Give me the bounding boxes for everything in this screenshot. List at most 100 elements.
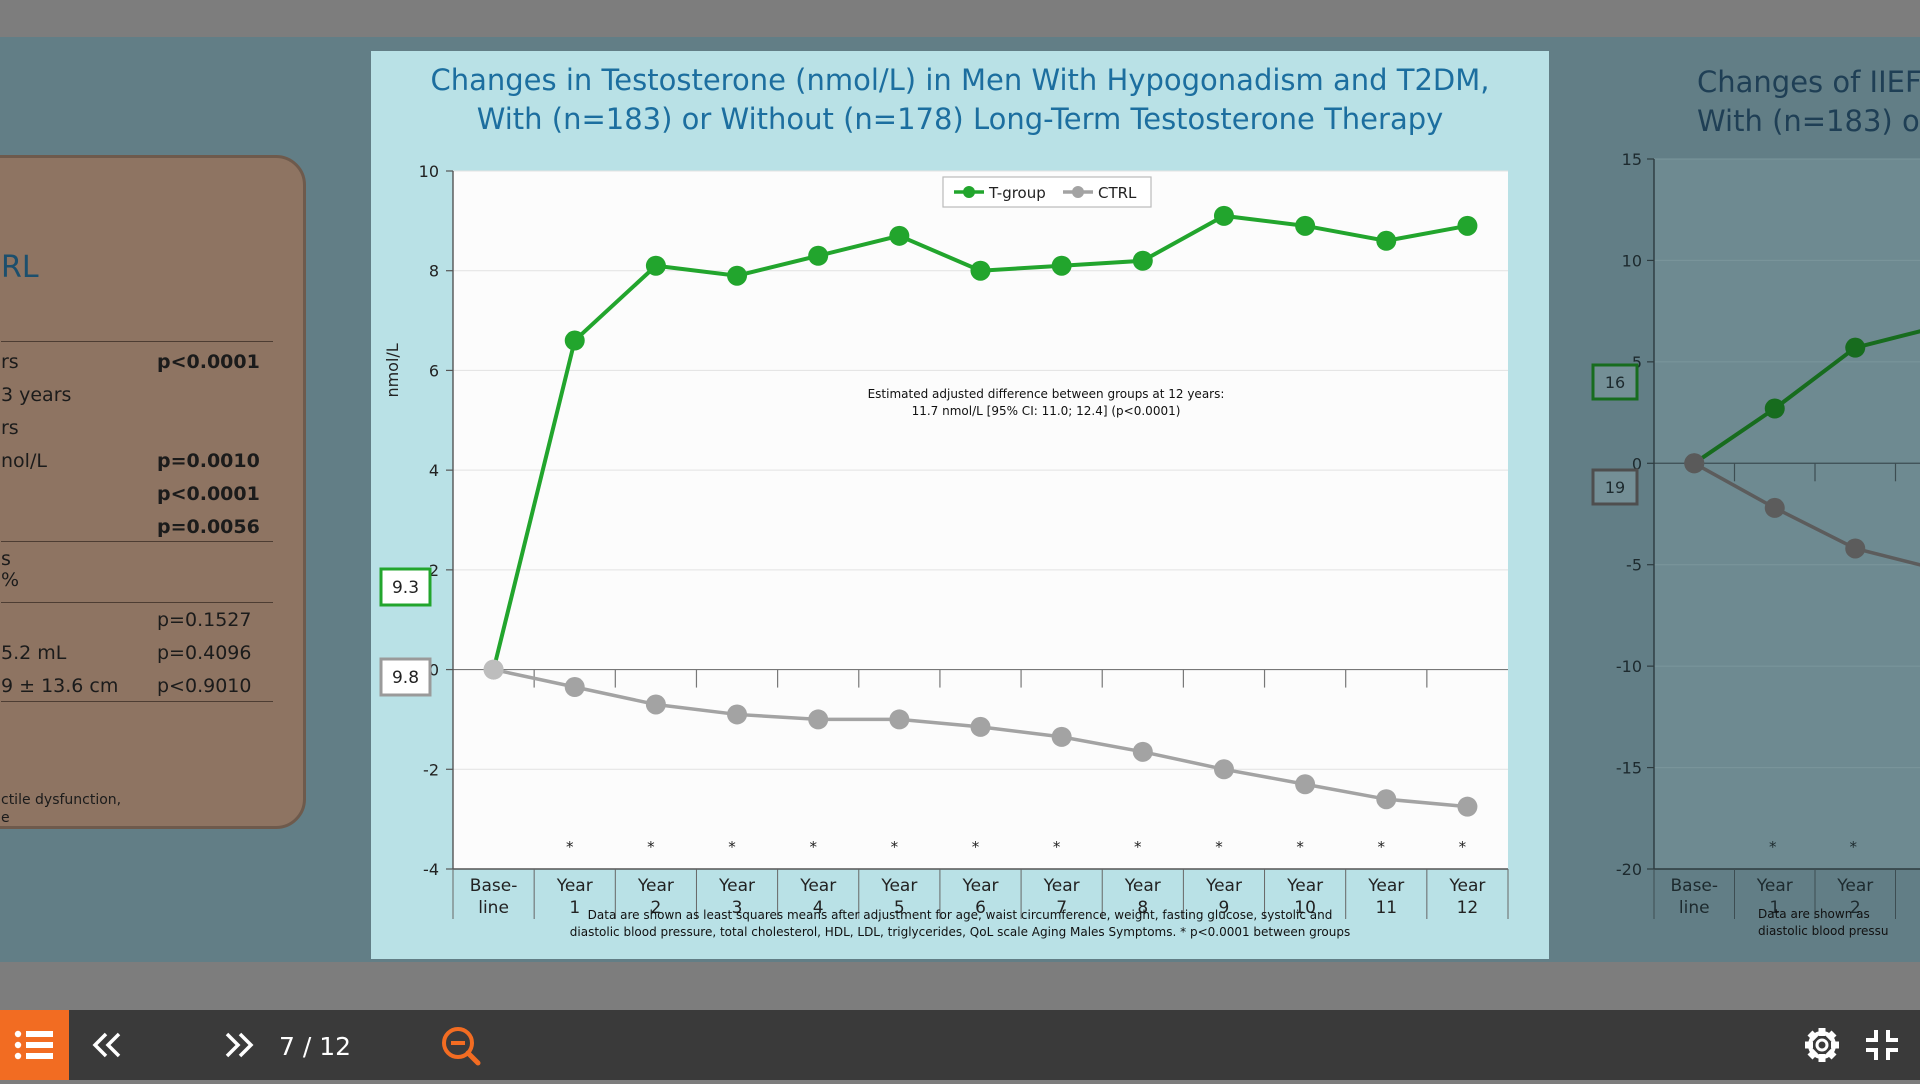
data-point [727,704,748,725]
ctrl-value-box [379,657,432,697]
y-tick-label: -5 [1626,556,1642,575]
next-slide[interactable]: Changes of IIEF With (n=183) o 15 10 5 0 -5 -… [1590,51,1920,959]
t-group-value: 9.3 [392,578,419,598]
x-tick-label: Year [1205,876,1242,896]
table-row: nol/L p=0.0010 [1,446,273,478]
y-tick-label: 2 [429,561,439,580]
table-row: 9 ± 13.6 cm p<0.9010 [1,671,273,703]
data-point [1376,789,1397,810]
chart-annotation: 11.7 nmol/L [95% CI: 11.0; 12.4] (p<0.00… [912,404,1181,418]
x-tick-label: Year [637,876,674,896]
x-tick-label: Year [962,876,999,896]
x-tick-label: Year [1448,876,1485,896]
y-tick-label: 10 [419,162,439,181]
significance-marker: * [1296,838,1304,856]
data-point [1295,215,1316,236]
menu-button[interactable] [0,1010,69,1080]
table-row: rs [1,413,273,445]
y-tick-label: -2 [423,760,439,779]
chevron-double-left-icon [92,1032,121,1058]
previous-slide-card[interactable]: RL rs p<0.0001 3 years rs nol/L p=0.0010 p<0.0… [0,155,306,829]
row-label: 9 ± 13.6 cm [1,675,119,697]
table-row: p=0.1527 [1,605,273,637]
row-label: rs [1,417,19,439]
x-tick-label: Year [1124,876,1161,896]
legend-label: CTRL [1098,184,1137,202]
data-point [970,716,991,737]
legend-swatch-marker [963,186,975,198]
y-tick-label: 15 [1622,150,1642,169]
x-tick-label: line [1679,898,1710,918]
data-point [727,265,748,286]
x-tick-label: 9 [1219,898,1230,918]
settings-button[interactable] [1800,1010,1844,1080]
x-tick-label: 1 [1769,898,1780,918]
y-tick-label: 5 [1632,353,1642,372]
y-tick-label: 0 [1632,454,1642,473]
significance-marker: * [728,838,736,856]
row-label: s [1,548,11,570]
legend-label: T-group [988,184,1046,202]
y-tick-label: 0 [429,661,439,680]
data-point [1132,250,1153,271]
ctrl-value: 9.8 [392,668,419,688]
data-point [1376,230,1397,251]
significance-marker: * [1769,838,1777,856]
significance-marker: * [809,838,817,856]
data-point [645,255,666,276]
significance-marker: * [891,838,899,856]
footnote-line: diastolic blood pressu [1758,924,1889,938]
significance-marker: * [1215,838,1223,856]
previous-slide-button[interactable] [86,1010,126,1080]
x-tick-label: Year [1836,876,1873,896]
x-tick-label: Year [718,876,755,896]
gear-ring [1808,1031,1836,1059]
x-tick-label: 10 [1294,898,1316,918]
x-tick-label: 2 [1850,898,1861,918]
row-label: nol/L [1,450,47,472]
data-point [564,677,585,698]
gear-hub [1815,1038,1829,1052]
table-row: 5.2 mL p=0.4096 [1,638,273,670]
y-tick-label: -10 [1616,657,1642,676]
footnote-line: Data are shown as least squares means af… [587,908,1333,922]
table-divider [1,341,273,342]
zoom-out-icon [442,1027,481,1066]
footnote-line: diastolic blood pressure, total choleste… [569,925,1351,939]
x-tick-label: line [478,898,509,918]
t-group-value-box [379,567,432,607]
slide-title-line: Changes in Testosterone (nmol/L) in Men … [430,63,1490,97]
row-label: % [1,569,20,591]
next-slide-footnote: Data are shown as diastolic blood pressu [1758,906,1889,940]
significance-marker: * [1850,838,1858,856]
x-tick-label: Year [799,876,836,896]
x-tick-label: 5 [894,898,905,918]
footnote-line: Data are shown as [1758,907,1870,921]
previous-slide-title: RL [1,250,39,285]
data-point [1051,255,1072,276]
page-indicator: 7 / 12 [279,1032,352,1061]
data-point [1295,774,1316,795]
data-point [483,659,504,680]
exit-fullscreen-button[interactable] [1860,1010,1904,1080]
ctrl-value-box [1591,468,1639,506]
table-divider [1,602,273,603]
y-axis-label: nmol/L [383,343,402,397]
row-value: p<0.0001 [157,483,260,505]
zoom-out-button[interactable] [436,1010,486,1080]
slide-title: Changes in Testosterone (nmol/L) in Men … [371,61,1549,139]
data-point [1132,741,1153,762]
data-point [1213,759,1234,780]
data-point [1764,398,1785,419]
y-tick-label: -20 [1616,860,1642,879]
series-line [1693,329,1920,465]
next-slide-button[interactable] [220,1010,260,1080]
slide-footnote: Data are shown as least squares means af… [371,907,1549,941]
table-divider [1,701,273,702]
data-point [1764,497,1785,518]
next-slide-title: Changes of IIEF With (n=183) o [1697,63,1920,141]
chevron-double-right-icon [225,1032,254,1058]
row-value: p=0.0010 [157,450,260,472]
row-label: rs [1,351,19,373]
